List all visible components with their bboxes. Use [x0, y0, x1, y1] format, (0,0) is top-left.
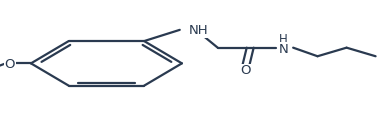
Text: N: N	[279, 43, 288, 56]
Text: O: O	[4, 58, 15, 71]
Text: O: O	[241, 64, 251, 77]
Text: H: H	[279, 33, 288, 46]
Text: NH: NH	[189, 24, 208, 37]
